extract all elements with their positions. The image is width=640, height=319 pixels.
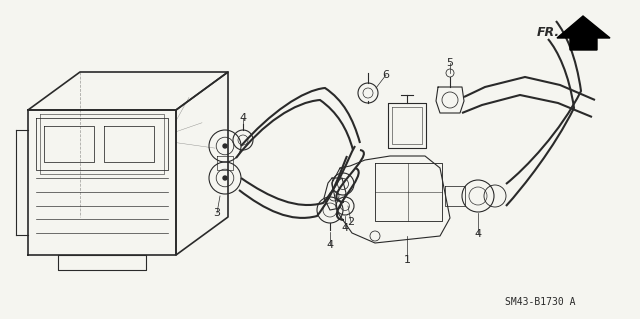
Text: 4: 4 (474, 229, 481, 239)
Polygon shape (557, 16, 610, 50)
Text: 5: 5 (447, 58, 454, 68)
Text: SM43-B1730 A: SM43-B1730 A (505, 297, 575, 307)
Text: 4: 4 (239, 113, 246, 123)
Circle shape (223, 176, 227, 180)
Text: 2: 2 (348, 217, 355, 227)
Text: 6: 6 (383, 70, 390, 80)
Text: 4: 4 (326, 240, 333, 250)
Text: 4: 4 (341, 223, 349, 233)
Text: 1: 1 (403, 255, 410, 265)
Text: FR.: FR. (537, 26, 560, 40)
Circle shape (223, 144, 227, 148)
Text: 3: 3 (214, 208, 221, 218)
